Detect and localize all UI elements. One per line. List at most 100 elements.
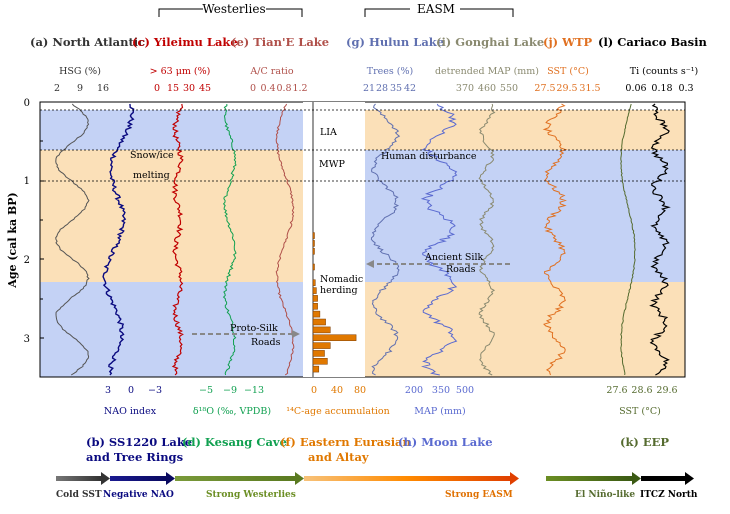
legend-strong-easm: Strong EASM <box>445 490 513 500</box>
silk-road-arrowhead <box>366 260 374 268</box>
tick-map-500: 500 <box>456 385 474 396</box>
title-tiane-lake: (e) Tian'E Lake <box>231 35 329 49</box>
arrow-strong-westerlies <box>175 476 295 481</box>
title-eastern-eurasian-line2: and Altay <box>308 450 369 464</box>
top-axis-labels: HSG (%) > 63 μm (%) A/C ratio Trees (%) … <box>59 66 698 77</box>
tick-sst-276: 27.6 <box>606 385 627 396</box>
arrowhead-strong-westerlies <box>295 472 304 485</box>
axis-label-dmap: detrended MAP (mm) <box>435 66 539 77</box>
arrow-negative-nao <box>110 476 166 481</box>
tick-nao-0: 0 <box>128 385 134 396</box>
series-hulun-trees <box>370 103 401 376</box>
annotation-proto1: Proto-Silk <box>230 323 278 334</box>
bottom-axis-labels: NAO index δ¹⁸O (‰, VPDB) ¹⁴C-age accumul… <box>104 406 661 417</box>
top-tick-labels: 2 9 16 0 15 30 45 0 0.4 0.8 1.2 21 28 35… <box>54 83 694 94</box>
axis-label-map: MAP (mm) <box>414 406 465 417</box>
title-ss1220: (b) SS1220 Lake <box>86 435 192 449</box>
tick-grain-45: 45 <box>199 83 211 94</box>
period-bands <box>40 110 685 377</box>
tick-ac-0: 0 <box>250 83 256 94</box>
band-lia-west <box>40 110 303 150</box>
tick-hsg-2: 2 <box>54 83 60 94</box>
accumulation-bar <box>312 365 320 373</box>
title-kesang-cave: (d) Kesang Cave <box>182 435 287 449</box>
tick-grain-15: 15 <box>167 83 179 94</box>
tick-ti-018: 0.18 <box>651 83 672 94</box>
tick-grain-0: 0 <box>154 83 160 94</box>
legend-itcz-north: ITCZ North <box>640 490 698 500</box>
arrow-cold-sst <box>56 476 101 481</box>
tick-trees-28: 28 <box>376 83 388 94</box>
band-mwp-west <box>40 150 303 282</box>
annotation-snow: Snow/ice <box>130 150 174 161</box>
arrowhead-el-nino <box>632 472 641 485</box>
band-lia-east <box>365 110 685 150</box>
arrowhead-itcz-north <box>685 472 694 485</box>
axis-label-trees: Trees (%) <box>367 66 413 77</box>
legend-strong-westerlies: Strong Westerlies <box>206 490 296 500</box>
accumulation-bar <box>312 318 326 326</box>
tick-c14-0: 0 <box>311 385 317 396</box>
title-north-atlantic: (a) North Atlantic <box>30 35 145 49</box>
tick-ac-08: 0.8 <box>276 83 291 94</box>
title-ss1220-line2: and Tree Rings <box>86 450 183 464</box>
y-tick-1: 1 <box>24 176 30 187</box>
tick-nao-m3: −3 <box>148 385 162 396</box>
reference-lines <box>40 109 685 182</box>
easm-header: EASM <box>417 2 455 16</box>
axis-label-ac: A/C ratio <box>249 66 293 77</box>
axis-label-grain: > 63 μm (%) <box>150 66 211 77</box>
tick-d18o-m5: −5 <box>199 385 213 396</box>
accumulation-bar <box>312 263 315 271</box>
annotation-mwp: MWP <box>319 159 345 170</box>
tick-trees-21: 21 <box>363 83 375 94</box>
accumulation-bar <box>312 326 331 334</box>
annotation-silk1: Ancient Silk <box>424 252 484 263</box>
tick-d18o-m13: −13 <box>244 385 264 396</box>
arrow-itcz-north <box>641 476 685 481</box>
title-moon-lake: (h) Moon Lake <box>398 435 493 449</box>
tick-sst-286: 28.6 <box>631 385 652 396</box>
tick-sst-315: 31.5 <box>579 83 600 94</box>
annotation-nomad1: Nomadic <box>320 274 363 285</box>
accumulation-bar <box>312 303 318 310</box>
annotation-silk2: Roads <box>446 264 476 275</box>
y-tick-0: 0 <box>24 98 30 109</box>
title-eastern-eurasian: (f) Eastern Eurasian <box>280 435 412 449</box>
tick-nao-3: 3 <box>105 385 111 396</box>
tick-sst-295: 29.5 <box>556 83 577 94</box>
tick-sst-296: 29.6 <box>656 385 677 396</box>
tick-map-350: 350 <box>432 385 450 396</box>
tick-grain-30: 30 <box>183 83 195 94</box>
legend-arrows <box>56 472 694 485</box>
band-cold-west <box>40 282 303 377</box>
accumulation-bar <box>312 232 315 239</box>
arrow-el-nino <box>546 476 632 481</box>
header-westerlies: Westerlies <box>158 2 303 17</box>
annotation-human: Human disturbance <box>381 151 477 162</box>
proto-silk-arrowhead <box>292 330 300 338</box>
tick-ac-04: 0.4 <box>260 83 275 94</box>
series-north-atlantic-hsg <box>55 103 90 376</box>
accumulation-bar <box>312 342 331 349</box>
y-tick-3: 3 <box>24 334 30 345</box>
accumulation-bar <box>312 358 328 365</box>
bottom-titles: (b) SS1220 Lake and Tree Rings (d) Kesan… <box>86 435 669 464</box>
title-wtp: (j) WTP <box>543 35 593 49</box>
annotations: LIA MWP Snow/ice melting Human disturban… <box>130 127 510 348</box>
legend-labels: Cold SST Negative NAO Strong Westerlies … <box>56 489 698 500</box>
arrowhead-negative-nao <box>166 472 175 485</box>
axis-label-sst-bot: SST (°C) <box>619 406 661 417</box>
title-hulun-lake: (g) Hulun Lake <box>346 35 444 49</box>
annotation-lia: LIA <box>320 127 337 138</box>
band-mwp-east <box>365 150 685 282</box>
tick-ti-03: 0.3 <box>678 83 693 94</box>
tick-dmap-370: 370 <box>456 83 474 94</box>
top-titles: (a) North Atlantic (c) Yileimu Lake (e) … <box>30 35 707 49</box>
accumulation-bar <box>312 287 317 294</box>
series-yileimu-grain <box>171 103 184 376</box>
tick-dmap-550: 550 <box>500 83 518 94</box>
axis-label-d18o: δ¹⁸O (‰, VPDB) <box>193 406 271 417</box>
tick-d18o-m9: −9 <box>223 385 237 396</box>
tick-map-200: 200 <box>405 385 423 396</box>
